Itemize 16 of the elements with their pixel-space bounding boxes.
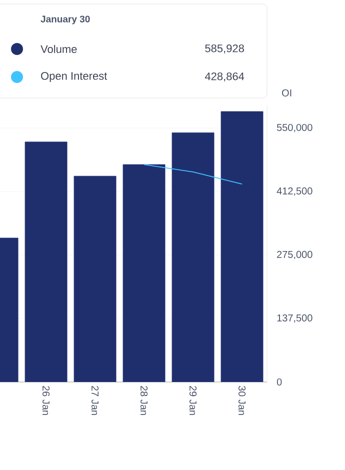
x-tick-label: 30 Jan [238,386,246,415]
y-tick-label: 550,000 [276,124,312,132]
text: 428,864 [204,72,244,82]
y-tick-label: 275,000 [277,250,312,260]
x-tick-label: 29 Jan [189,386,197,415]
legend-title: January 30 [40,16,90,24]
legend-label: Volume [40,44,77,54]
legend-label: Open Interest [41,72,108,82]
x-tick-label: 28 Jan [140,386,148,415]
x-tick-label: 26 Jan [42,386,50,415]
y-tick-label: 412,500 [276,187,312,196]
y-tick-label: 0 [276,378,282,386]
x-tick-label: 27 Jan [92,386,99,415]
y-axis-title: OI [282,89,292,96]
text: 585,928 [205,44,244,54]
y-tick-label: 137,500 [277,314,312,323]
